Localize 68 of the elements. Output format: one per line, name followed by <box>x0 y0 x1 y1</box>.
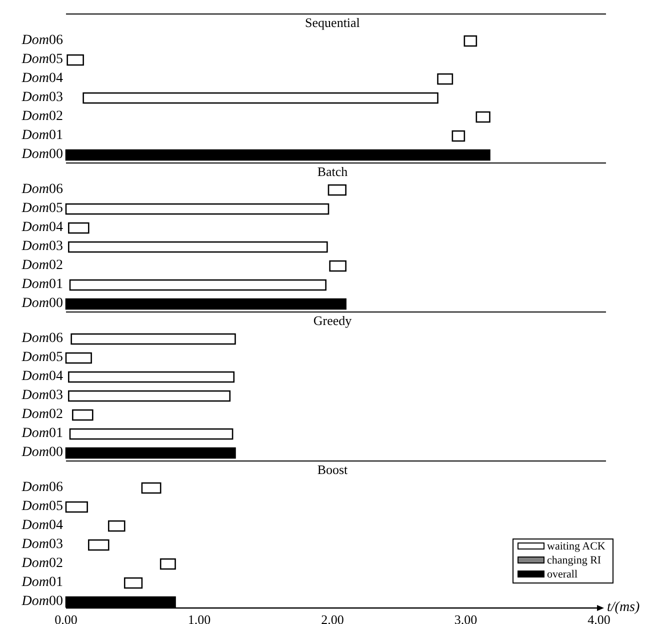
y-tick-label: Dom00 <box>20 594 63 610</box>
y-tick-label: Dom01 <box>20 277 63 292</box>
bar <box>464 35 478 47</box>
y-tick-label: Dom01 <box>20 575 63 590</box>
chart-title: Sequential <box>305 15 360 30</box>
y-tick-label: Dom04 <box>20 220 63 236</box>
y-tick-label: Dom03 <box>20 239 63 254</box>
y-tick-label: Dom04 <box>20 518 63 534</box>
y-tick-label: Dom06 <box>20 182 63 198</box>
bar <box>108 520 126 532</box>
bar <box>124 577 143 589</box>
bar <box>65 501 88 513</box>
bar <box>141 482 162 494</box>
bar <box>68 390 231 402</box>
y-tick-label: Dom03 <box>20 90 63 106</box>
chart-title: Boost <box>317 462 348 477</box>
bar <box>72 409 94 421</box>
y-tick-label: Dom03 <box>20 388 63 404</box>
x-tick-label: 4.00 <box>588 612 610 624</box>
y-tick-label: Dom01 <box>20 128 63 144</box>
y-tick-label: Dom06 <box>20 33 63 48</box>
legend-label: overall <box>547 568 578 581</box>
bar <box>70 333 236 345</box>
y-tick-label: Dom05 <box>20 201 63 216</box>
bar <box>69 428 234 440</box>
x-axis-title: t/(ms) <box>607 600 640 615</box>
bar <box>452 130 466 142</box>
chart-title: Batch <box>317 164 348 179</box>
bar <box>328 184 346 196</box>
bar <box>82 92 438 104</box>
y-tick-label: Dom03 <box>20 537 63 552</box>
x-tick-label: 0.00 <box>54 612 78 624</box>
bar <box>66 54 84 66</box>
bar <box>88 539 110 551</box>
bar <box>65 149 490 161</box>
y-tick-label: Dom05 <box>20 499 63 514</box>
y-tick-label: Dom02 <box>20 556 63 572</box>
bar <box>160 558 176 570</box>
y-tick-label: Dom02 <box>20 109 63 124</box>
x-tick-label: 3.00 <box>454 612 478 624</box>
x-tick-label: 1.00 <box>188 612 211 624</box>
y-tick-label: Dom06 <box>20 331 63 346</box>
bar <box>65 447 236 459</box>
bar <box>437 73 454 85</box>
bar <box>65 203 330 215</box>
bar <box>68 222 90 234</box>
bar <box>476 111 490 123</box>
bar <box>69 279 326 291</box>
bar <box>68 241 328 253</box>
y-tick-label: Dom04 <box>20 369 63 384</box>
bar <box>65 298 346 310</box>
y-tick-label: Dom01 <box>20 426 63 442</box>
x-tick-label: 2.00 <box>321 612 344 624</box>
legend-label: waiting ACK <box>547 540 606 553</box>
y-tick-label: Dom02 <box>20 258 63 274</box>
bar <box>329 260 346 272</box>
chart-title: Greedy <box>313 313 352 328</box>
y-tick-label: Dom00 <box>20 445 63 460</box>
y-tick-label: Dom00 <box>20 296 63 312</box>
y-tick-label: Dom04 <box>20 71 63 86</box>
y-tick-label: Dom06 <box>20 480 63 496</box>
y-tick-label: Dom02 <box>20 407 63 422</box>
y-tick-label: Dom00 <box>20 147 63 162</box>
y-tick-label: Dom05 <box>20 52 63 68</box>
bar <box>65 352 92 364</box>
legend-label: changing RI <box>547 554 602 567</box>
y-tick-label: Dom05 <box>20 350 63 366</box>
bar <box>68 371 235 383</box>
